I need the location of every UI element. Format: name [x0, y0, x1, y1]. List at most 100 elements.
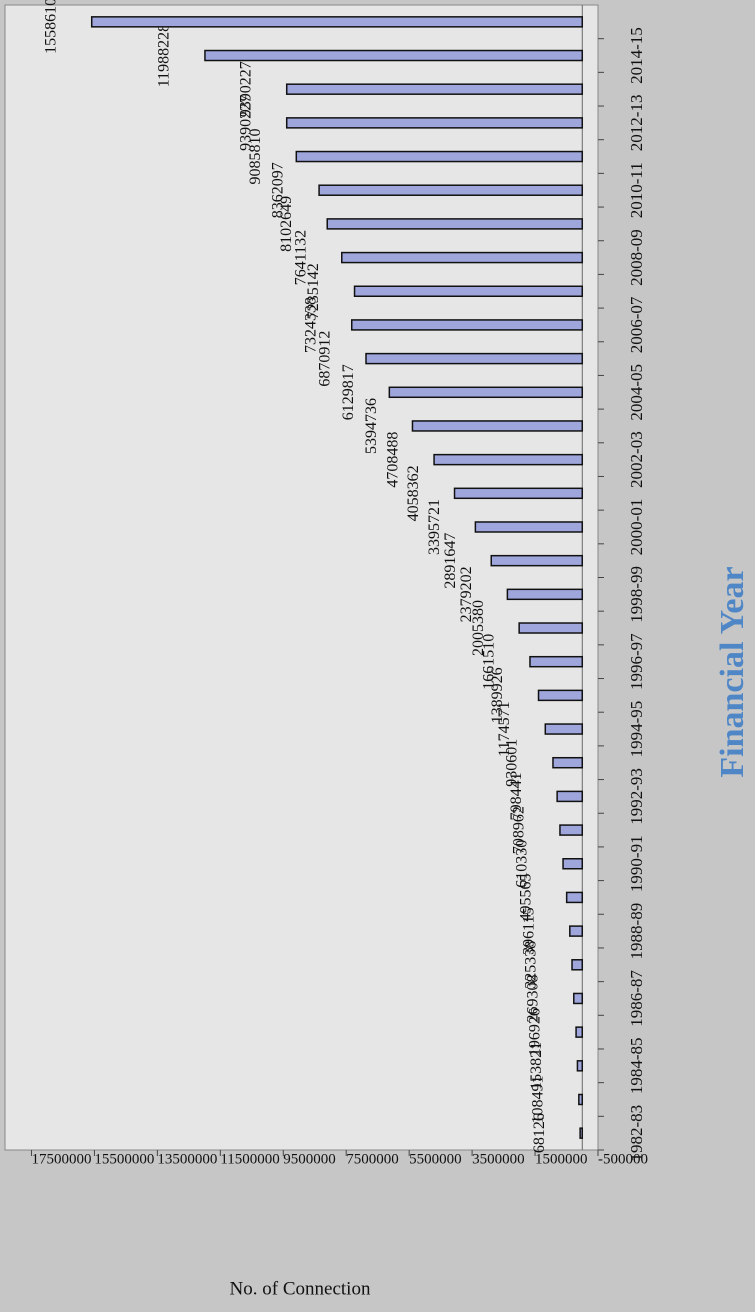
data-label: 2379202 — [458, 566, 475, 622]
x-tick-label: 1986-87 — [627, 970, 646, 1027]
data-label: 11988228 — [156, 24, 173, 87]
bar — [350, 319, 584, 331]
x-tick-label: 2014-15 — [627, 27, 646, 84]
x-tick-label: 1984-85 — [627, 1037, 646, 1094]
y-tick-label: 15500000 — [94, 1151, 154, 1167]
data-label: 7235142 — [305, 263, 322, 319]
data-label: 1174571 — [496, 701, 513, 756]
bar — [411, 420, 584, 432]
data-label: 396115 — [520, 907, 537, 954]
data-label: 5394736 — [363, 398, 380, 454]
data-label: 9390227 — [237, 95, 254, 151]
data-label: 325338 — [523, 941, 540, 989]
bar — [559, 824, 584, 836]
x-tick-label: 2010-11 — [627, 162, 646, 218]
bar — [575, 1026, 584, 1038]
data-label: 15586106 — [42, 0, 59, 54]
bar — [318, 184, 584, 196]
bar — [506, 588, 584, 601]
data-label: 1389926 — [489, 667, 506, 723]
data-label: 3395721 — [426, 499, 443, 555]
bar — [295, 150, 584, 163]
y-tick-label: 7500000 — [346, 1151, 399, 1167]
data-label: 6870912 — [317, 331, 334, 387]
data-label: 8102649 — [278, 196, 295, 252]
data-label: 798441 — [508, 772, 525, 820]
bar — [562, 858, 584, 870]
data-label: 8362097 — [270, 162, 287, 218]
data-label: 9390227 — [237, 61, 254, 117]
data-label: 153821 — [528, 1042, 545, 1090]
bar — [433, 453, 584, 466]
data-label: 930601 — [504, 739, 521, 787]
data-label: 2891647 — [442, 533, 459, 589]
y-tick-label: 3500000 — [472, 1151, 524, 1167]
data-label: 4708488 — [385, 432, 402, 488]
bar — [537, 689, 584, 702]
x-tick-label: 2002-03 — [627, 431, 646, 488]
x-tick-label: 1994-95 — [627, 701, 646, 758]
bar — [365, 352, 584, 365]
bar — [529, 655, 584, 668]
y-tick-label: 13500000 — [157, 1151, 217, 1167]
plot-area — [4, 4, 599, 1151]
bar — [576, 1060, 584, 1072]
data-label: 7324338 — [302, 297, 319, 353]
y-tick-label: -500000 — [598, 1151, 648, 1167]
data-label: 708962 — [511, 806, 528, 854]
data-label: 1661510 — [481, 634, 498, 690]
y-tick-label: 9500000 — [283, 1151, 336, 1167]
data-label: 9085810 — [247, 129, 264, 185]
x-tick-label: 1990-91 — [627, 835, 646, 892]
x-tick-label: 2008-09 — [627, 229, 646, 286]
data-label: 4058362 — [405, 465, 422, 521]
chart-body: Financial Year No. of Connection -500000… — [4, 0, 751, 1299]
bar — [571, 959, 584, 971]
data-label: 2005380 — [470, 600, 487, 656]
y-tick-label: 11500000 — [220, 1151, 279, 1167]
x-tick-label: 1988-89 — [627, 903, 646, 960]
bar — [556, 790, 584, 803]
data-label: 495565 — [517, 873, 534, 921]
x-tick-label: 2000-01 — [627, 499, 646, 556]
data-label: 7641132 — [292, 230, 309, 285]
bar — [544, 723, 584, 735]
bar — [518, 622, 584, 634]
y-tick-label: 5500000 — [409, 1151, 462, 1167]
bar — [341, 251, 584, 264]
bar — [552, 756, 584, 769]
x-tick-label: 1982-83 — [627, 1105, 646, 1162]
bar — [388, 386, 584, 399]
bar — [285, 117, 584, 129]
x-tick-label: 2006-07 — [627, 296, 646, 353]
bar — [353, 285, 584, 297]
x-tick-label: 1992-93 — [627, 768, 646, 825]
y-tick-label: 1500000 — [535, 1151, 588, 1167]
bar — [579, 1127, 584, 1139]
x-tick-label: 1996-97 — [627, 633, 646, 690]
x-tick-label: 2004-05 — [627, 364, 646, 421]
bar — [490, 554, 584, 567]
bar — [90, 16, 584, 28]
bar — [326, 218, 584, 230]
bar — [204, 49, 584, 62]
bar — [569, 925, 584, 937]
bar — [453, 487, 584, 500]
data-label: 6129817 — [340, 364, 357, 420]
data-label: 610330 — [514, 840, 531, 888]
bar — [578, 1093, 584, 1106]
data-label: 269308 — [524, 974, 541, 1022]
bar — [573, 992, 584, 1005]
data-label: 108491 — [530, 1075, 547, 1123]
bar — [474, 521, 584, 533]
bar — [565, 891, 584, 904]
x-tick-label: 2012-13 — [627, 95, 646, 152]
y-tick-label: 17500000 — [31, 1151, 91, 1167]
x-tick-label: 1998-99 — [627, 566, 646, 623]
x-axis-title: Financial Year — [714, 566, 751, 777]
data-label: 196926 — [527, 1008, 544, 1056]
data-label: 68126 — [531, 1113, 548, 1153]
bar — [285, 83, 584, 95]
